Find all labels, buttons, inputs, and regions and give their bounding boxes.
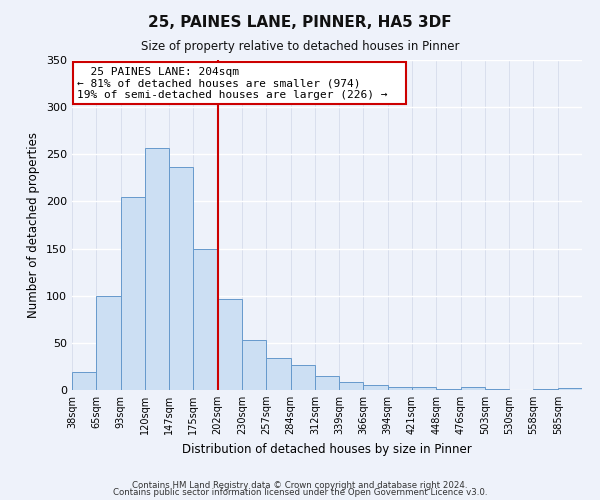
Bar — [558, 388, 582, 390]
Text: Contains HM Land Registry data © Crown copyright and database right 2024.: Contains HM Land Registry data © Crown c… — [132, 480, 468, 490]
Bar — [218, 300, 242, 390]
Bar — [412, 387, 436, 390]
Bar — [121, 196, 145, 390]
Bar — [193, 248, 218, 390]
Text: 25 PAINES LANE: 204sqm
← 81% of detached houses are smaller (974)
19% of semi-de: 25 PAINES LANE: 204sqm ← 81% of detached… — [77, 66, 401, 100]
Bar — [436, 389, 461, 390]
Bar — [96, 296, 121, 390]
Text: 25, PAINES LANE, PINNER, HA5 3DF: 25, PAINES LANE, PINNER, HA5 3DF — [148, 15, 452, 30]
Bar — [315, 376, 339, 390]
X-axis label: Distribution of detached houses by size in Pinner: Distribution of detached houses by size … — [182, 442, 472, 456]
Bar — [461, 387, 485, 390]
Text: Size of property relative to detached houses in Pinner: Size of property relative to detached ho… — [141, 40, 459, 53]
Bar — [290, 366, 315, 390]
Y-axis label: Number of detached properties: Number of detached properties — [28, 132, 40, 318]
Bar — [388, 387, 412, 390]
Bar — [339, 382, 364, 390]
Bar — [169, 168, 193, 390]
Bar — [533, 389, 558, 390]
Bar — [266, 358, 290, 390]
Bar — [485, 389, 509, 390]
Text: Contains public sector information licensed under the Open Government Licence v3: Contains public sector information licen… — [113, 488, 487, 497]
Bar — [145, 148, 169, 390]
Bar — [242, 340, 266, 390]
Bar — [72, 372, 96, 390]
Bar — [364, 386, 388, 390]
